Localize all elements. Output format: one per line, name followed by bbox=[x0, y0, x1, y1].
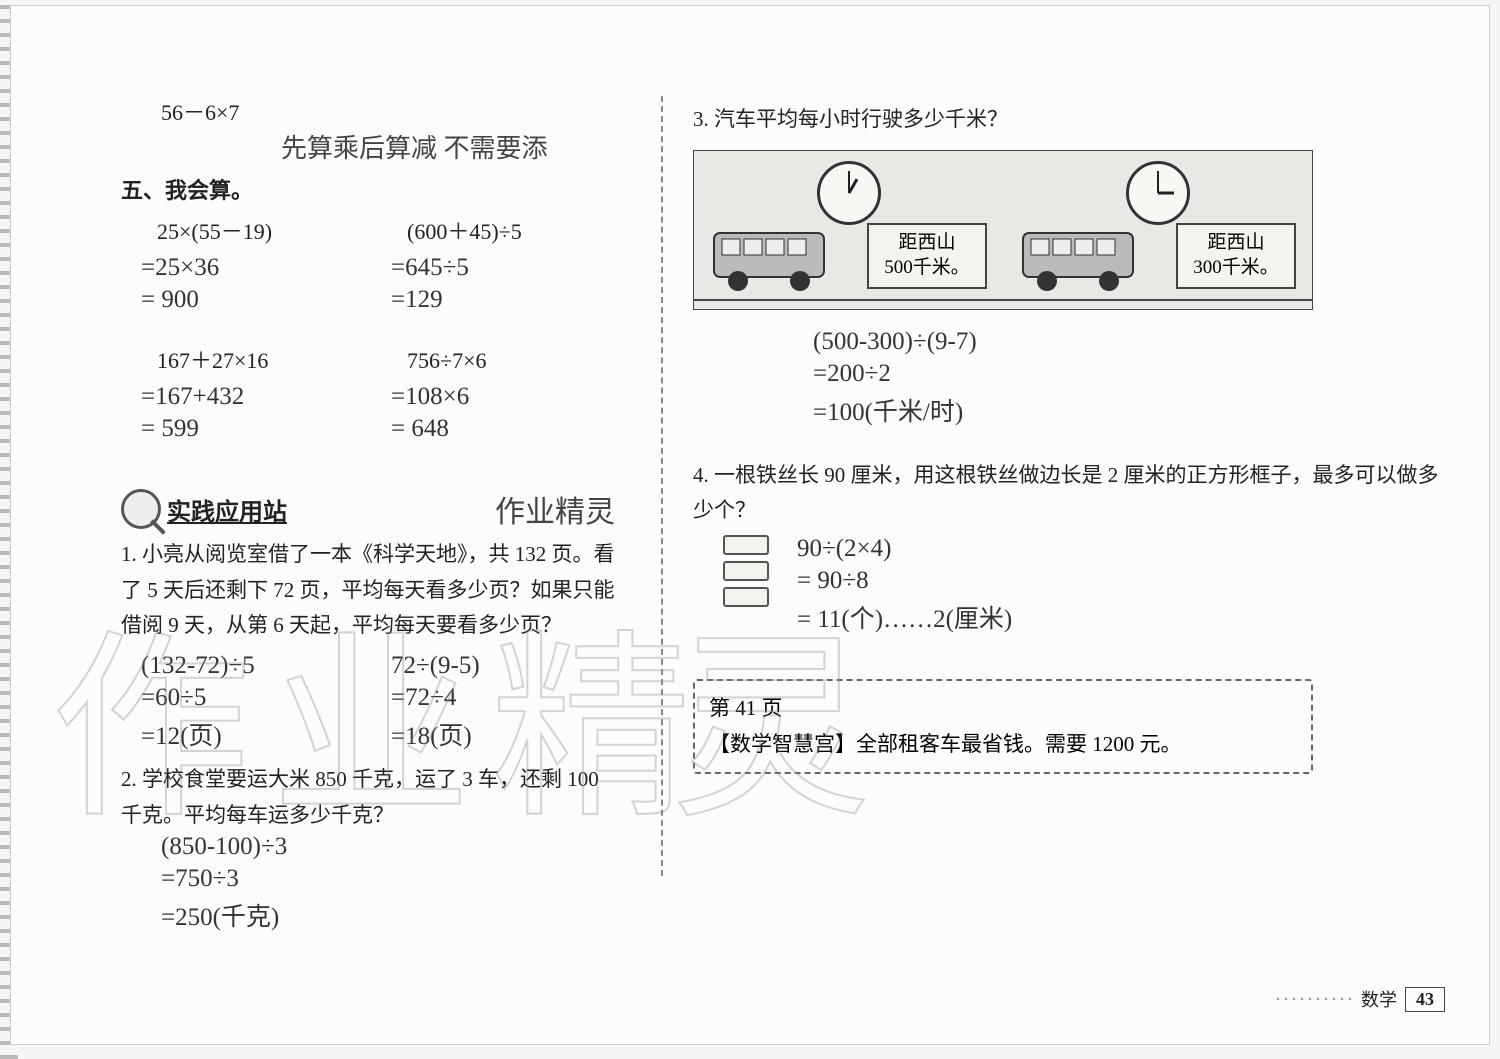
handwriting: =18(页) bbox=[371, 716, 621, 752]
handwriting: 90÷(2×4) bbox=[797, 535, 1012, 563]
calc-b1-col2: (600＋45)÷5 =645÷5 =129 bbox=[371, 215, 621, 318]
problem-1-text: 1. 小亮从阅览室借了一本《科学天地》，共 132 页。看了 5 天后还剩下 7… bbox=[121, 537, 621, 644]
handwriting: =250(千克) bbox=[121, 897, 621, 933]
calc-block-1: 25×(55－19) =25×36 = 900 (600＋45)÷5 =645÷… bbox=[121, 215, 621, 318]
handwriting: (132-72)÷5 bbox=[121, 652, 371, 680]
left-column: 56－6×7 先算乘后算减 不需要添 五、我会算。 25×(55－19) =25… bbox=[121, 96, 641, 1014]
sign-text: 距西山 bbox=[871, 231, 983, 256]
practice-title: 实践应用站 bbox=[167, 492, 287, 527]
sign-text: 300千米。 bbox=[1180, 256, 1292, 281]
calc-handwriting: = 599 bbox=[121, 415, 371, 443]
calc-handwriting: =167+432 bbox=[121, 383, 371, 411]
right-column: 3. 汽车平均每小时行驶多少千米？ 距西山 500千米。 bbox=[683, 96, 1459, 1014]
handwriting: =200÷2 bbox=[813, 360, 1459, 388]
problem-2-work: (850-100)÷3 =750÷3 =250(千克) bbox=[121, 833, 621, 933]
problem-2-text: 2. 学校食堂要运大米 850 千克，运了 3 车，还剩 100 千克。平均每车… bbox=[121, 762, 621, 833]
problem-1-work: (132-72)÷5 =60÷5 =12(页) 72÷(9-5) =72÷4 =… bbox=[121, 652, 621, 756]
ground-line bbox=[694, 299, 1003, 301]
top-expression-row: 56－6×7 先算乘后算减 不需要添 bbox=[121, 96, 621, 168]
footer-dots: ·········· bbox=[1275, 989, 1355, 1010]
calc-b2-col2: 756÷7×6 =108×6 = 648 bbox=[371, 344, 621, 447]
calc-b1-col1: 25×(55－19) =25×36 = 900 bbox=[121, 215, 371, 318]
bus-scene-2: 距西山 300千米。 bbox=[1003, 151, 1312, 309]
handwriting: =60÷5 bbox=[121, 684, 371, 712]
work-stamp: 作业精灵 bbox=[495, 487, 615, 531]
calc-print: 756÷7×6 bbox=[371, 344, 621, 377]
square-stack-icon bbox=[723, 535, 769, 613]
magnifier-icon bbox=[121, 489, 161, 529]
calc-handwriting: = 648 bbox=[371, 415, 621, 443]
answer-line: 第 41 页 bbox=[709, 691, 1297, 727]
problem-3-text: 3. 汽车平均每小时行驶多少千米？ bbox=[693, 102, 1459, 138]
problem-4-text: 4. 一根铁丝长 90 厘米，用这根铁丝做边长是 2 厘米的正方形框子，最多可以… bbox=[693, 458, 1459, 529]
page-number: 43 bbox=[1405, 987, 1445, 1012]
handwriting: =12(页) bbox=[121, 716, 371, 752]
handwriting: =72÷4 bbox=[371, 684, 621, 712]
clock-icon-2 bbox=[1126, 161, 1190, 225]
sign-text: 距西山 bbox=[1180, 231, 1292, 256]
distance-sign-2: 距西山 300千米。 bbox=[1176, 223, 1296, 288]
calc-handwriting: =645÷5 bbox=[371, 254, 621, 282]
top-handwritten-note: 先算乘后算减 不需要添 bbox=[281, 129, 548, 168]
answer-key-box: 第 41 页 【数学智慧宫】全部租客车最省钱。需要 1200 元。 bbox=[693, 679, 1313, 774]
handwriting: =100(千米/时) bbox=[813, 392, 1459, 428]
handwriting: (850-100)÷3 bbox=[121, 833, 621, 861]
handwriting: = 11(个)……2(厘米) bbox=[797, 599, 1012, 635]
answer-line: 【数学智慧宫】全部租客车最省钱。需要 1200 元。 bbox=[709, 727, 1297, 763]
column-divider bbox=[661, 96, 663, 876]
worksheet-page: 作业精 灵 56－6×7 先算乘后算减 不需要添 五、我会算。 25×(55－1… bbox=[10, 5, 1490, 1045]
calc-handwriting: =129 bbox=[371, 286, 621, 314]
calc-handwriting: =25×36 bbox=[121, 254, 371, 282]
page-footer: ·········· 数学 43 bbox=[1275, 986, 1445, 1012]
handwriting: =750÷3 bbox=[121, 865, 621, 893]
handwriting: 72÷(9-5) bbox=[371, 652, 621, 680]
bus-icon bbox=[1019, 223, 1149, 295]
section-5-title: 五、我会算。 bbox=[121, 174, 621, 207]
calc-handwriting: = 900 bbox=[121, 286, 371, 314]
practice-header: 实践应用站 作业精灵 bbox=[121, 487, 621, 531]
calc-handwriting: =108×6 bbox=[371, 383, 621, 411]
calc-print: (600＋45)÷5 bbox=[371, 215, 621, 248]
sign-text: 500千米。 bbox=[871, 256, 983, 281]
bus-icon bbox=[710, 223, 840, 295]
p1-work-col2: 72÷(9-5) =72÷4 =18(页) bbox=[371, 652, 621, 756]
bus-illustration: 距西山 500千米。 距西山 bbox=[693, 150, 1313, 310]
problem-3-work: (500-300)÷(9-7) =200÷2 =100(千米/时) bbox=[693, 328, 1459, 428]
problem-4-work: 90÷(2×4) = 90÷8 = 11(个)……2(厘米) bbox=[693, 535, 1459, 639]
calc-block-2: 167＋27×16 =167+432 = 599 756÷7×6 =108×6 … bbox=[121, 344, 621, 447]
distance-sign-1: 距西山 500千米。 bbox=[867, 223, 987, 288]
ground-line bbox=[1003, 299, 1312, 301]
subject-label: 数学 bbox=[1361, 986, 1397, 1012]
handwriting: = 90÷8 bbox=[797, 567, 1012, 595]
top-expression: 56－6×7 bbox=[161, 100, 239, 125]
p1-work-col1: (132-72)÷5 =60÷5 =12(页) bbox=[121, 652, 371, 756]
calc-print: 167＋27×16 bbox=[121, 344, 371, 377]
handwriting: (500-300)÷(9-7) bbox=[813, 328, 1459, 356]
bus-scene-1: 距西山 500千米。 bbox=[694, 151, 1003, 309]
clock-icon-1 bbox=[817, 161, 881, 225]
calc-b2-col1: 167＋27×16 =167+432 = 599 bbox=[121, 344, 371, 447]
calc-print: 25×(55－19) bbox=[121, 215, 371, 248]
